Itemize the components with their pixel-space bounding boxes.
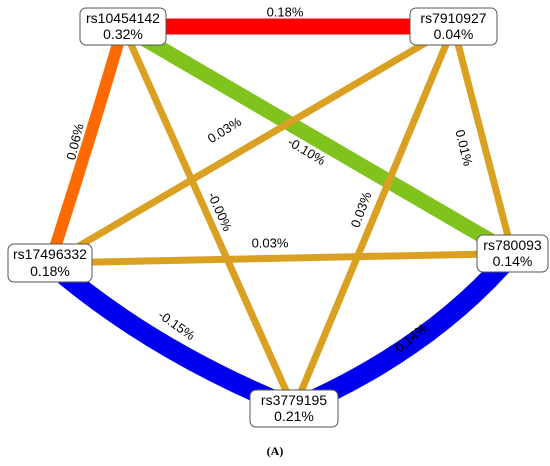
edge-label: 0.03% bbox=[205, 114, 245, 146]
node-box bbox=[249, 389, 339, 428]
node-box bbox=[7, 243, 93, 283]
node-box bbox=[476, 234, 549, 273]
node-value: 0.18% bbox=[30, 263, 70, 279]
node-label: rs10454142 bbox=[86, 10, 160, 26]
node-value: 0.21% bbox=[274, 408, 314, 424]
edge bbox=[119, 20, 517, 260]
node-value: 0.32% bbox=[103, 26, 143, 42]
node-value: 0.04% bbox=[434, 26, 474, 42]
edge bbox=[44, 24, 129, 265]
node-box bbox=[79, 7, 167, 46]
edge bbox=[450, 25, 516, 255]
edge-label: 0.18% bbox=[267, 4, 304, 19]
edge-label: 0.03% bbox=[252, 235, 289, 250]
node-box bbox=[409, 7, 498, 46]
node-value: 0.14% bbox=[493, 253, 533, 269]
edge bbox=[48, 23, 456, 267]
edge bbox=[119, 25, 298, 410]
node-label: rs17496332 bbox=[13, 246, 87, 262]
edge bbox=[290, 25, 457, 410]
edge-label: 0.01% bbox=[452, 128, 476, 168]
caption: (A) bbox=[267, 444, 284, 458]
node-label: rs780093 bbox=[483, 237, 542, 253]
edge bbox=[49, 250, 513, 267]
node-label: rs7910927 bbox=[420, 10, 486, 26]
edge bbox=[43, 255, 298, 418]
node-label: rs3779195 bbox=[261, 392, 327, 408]
